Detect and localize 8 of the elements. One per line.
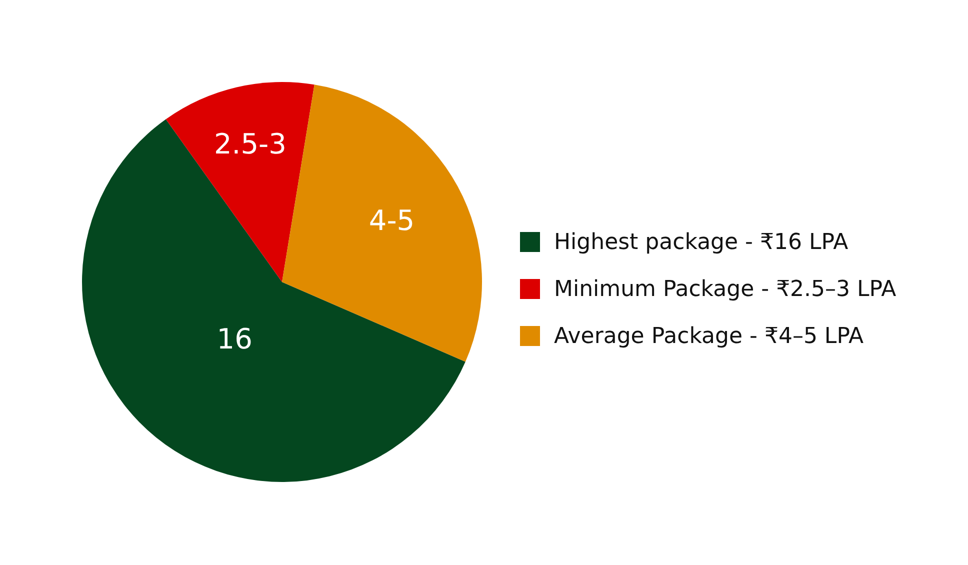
data-label: 4-5 xyxy=(368,204,415,238)
pie-slice xyxy=(82,119,466,482)
data-label: 16 xyxy=(216,322,252,356)
pie-slice xyxy=(166,82,314,282)
data-label: 2.5-3 xyxy=(214,127,286,160)
legend-label: Highest package - ₹16 LPA xyxy=(554,230,848,255)
legend-label: Minimum Package - ₹2.5–3 LPA xyxy=(554,277,896,302)
legend-label: Average Package - ₹4–5 LPA xyxy=(554,324,864,349)
